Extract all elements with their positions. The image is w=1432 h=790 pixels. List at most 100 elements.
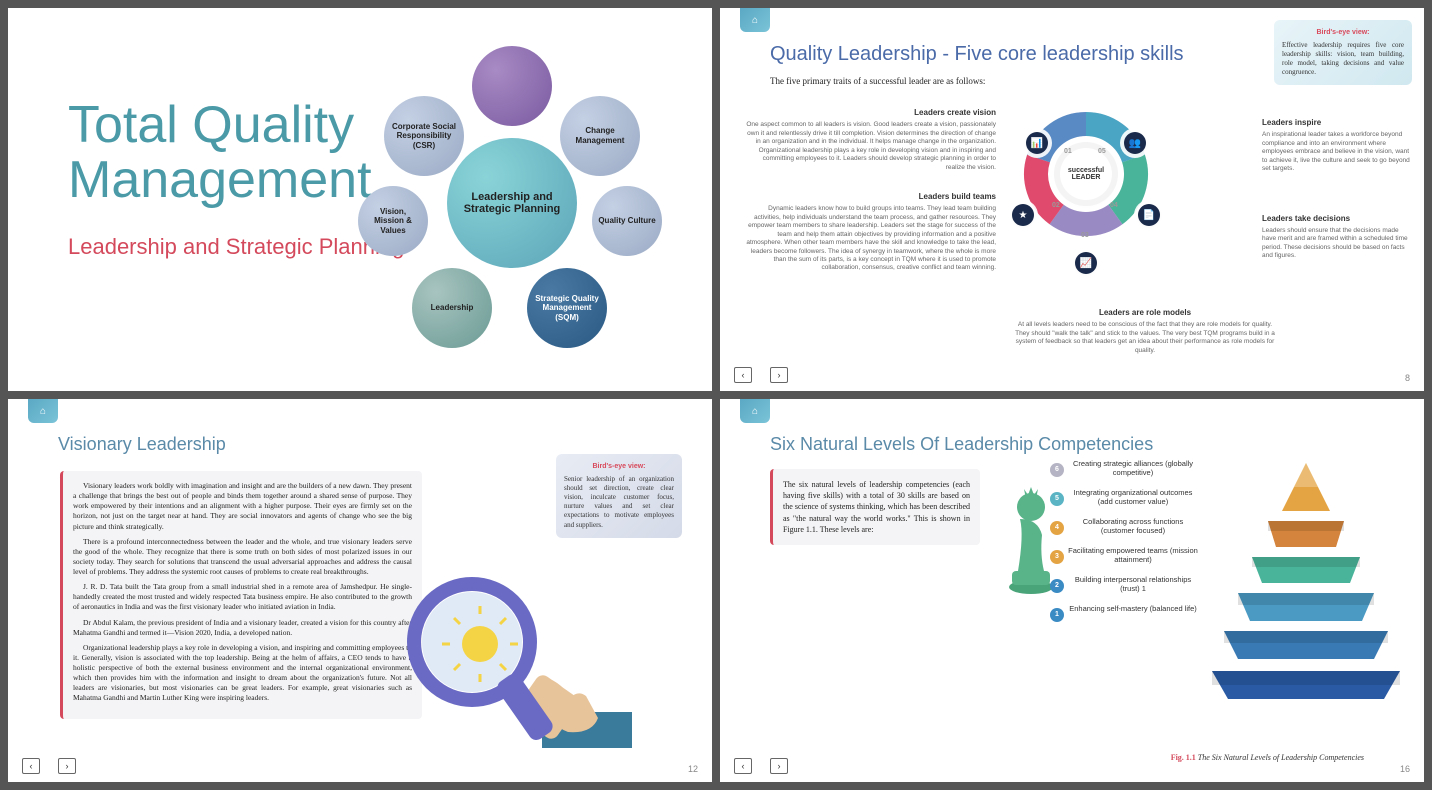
tier-1 xyxy=(1212,671,1400,699)
dc-bot: LEADER xyxy=(1072,174,1101,181)
bubble-diagram: Leadership and Strategic Planning Corpor… xyxy=(342,38,682,358)
bubble-vision: Vision, Mission & Values xyxy=(358,186,428,256)
t-rolemodel: At all levels leaders need to be conscio… xyxy=(1010,321,1280,355)
bubble-culture: Quality Culture xyxy=(592,186,662,256)
slide-2: ⌂ Quality Leadership - Five core leaders… xyxy=(720,8,1424,391)
level-3: 3Facilitating empowered teams (mission a… xyxy=(1068,546,1198,564)
label-2: Building interpersonal relationships (tr… xyxy=(1075,575,1191,593)
label-1: Enhancing self-mastery (balanced life) xyxy=(1069,604,1197,613)
slide-3: ⌂ Visionary Leadership Visionary leaders… xyxy=(8,399,712,782)
donut-chart: successful LEADER 📊 👥 ★ 📄 📈 01 05 02 04 … xyxy=(1016,104,1156,244)
t-teams: Dynamic leaders know how to build groups… xyxy=(744,205,996,273)
level-2: 2Building interpersonal relationships (t… xyxy=(1068,575,1198,593)
magnifier-illustration xyxy=(392,562,632,762)
bubble-change: Change Management xyxy=(560,96,640,176)
title-line1: Total Quality xyxy=(68,96,354,154)
next-button[interactable]: › xyxy=(770,367,788,383)
birds-eye-box: Bird's-eye view: Effective leadership re… xyxy=(1274,20,1412,85)
nav-arrows: ‹ › xyxy=(734,367,788,383)
box-text: Effective leadership requires five core … xyxy=(1282,41,1404,76)
num-2: 2 xyxy=(1050,579,1064,593)
h-rolemodel: Leaders are role models xyxy=(1010,308,1280,318)
right-column: Leaders inspire An inspirational leader … xyxy=(1262,118,1412,281)
tier-4 xyxy=(1252,557,1360,583)
num-02: 02 xyxy=(1052,202,1060,209)
num-05: 05 xyxy=(1098,148,1106,155)
tier-2 xyxy=(1224,631,1388,659)
label-3: Facilitating empowered teams (mission at… xyxy=(1068,546,1198,564)
num-03: 03 xyxy=(1081,232,1089,239)
level-4: 4Collaborating across functions (custome… xyxy=(1068,517,1198,535)
h-inspire: Leaders inspire xyxy=(1262,118,1412,128)
p1: Visionary leaders work boldly with imagi… xyxy=(73,481,412,532)
prev-button[interactable]: ‹ xyxy=(734,758,752,774)
main-title: Total Quality Management xyxy=(68,98,372,207)
prev-button[interactable]: ‹ xyxy=(734,367,752,383)
num-6: 6 xyxy=(1050,463,1064,477)
num-04: 04 xyxy=(1110,202,1118,209)
chart-icon: 📊 xyxy=(1026,132,1048,154)
h-teams: Leaders build teams xyxy=(744,192,996,202)
left-column: Leaders create vision One aspect common … xyxy=(744,108,996,293)
diagram-center: Leadership and Strategic Planning xyxy=(447,138,577,268)
label-4: Collaborating across functions (customer… xyxy=(1083,517,1183,535)
figure-caption: Fig. 1.1 The Six Natural Levels of Leade… xyxy=(1171,753,1364,762)
block-teams: Leaders build teams Dynamic leaders know… xyxy=(744,192,996,273)
t-inspire: An inspirational leader takes a workforc… xyxy=(1262,131,1412,173)
box-title: Bird's-eye view: xyxy=(1282,28,1404,37)
h-vision: Leaders create vision xyxy=(744,108,996,118)
seg-03 xyxy=(1057,215,1116,225)
seg-04 xyxy=(1115,159,1136,215)
caption-text: The Six Natural Levels of Leadership Com… xyxy=(1198,753,1364,762)
p5: Organizational leadership plays a key ro… xyxy=(73,643,412,704)
t-vision: One aspect common to all leaders is visi… xyxy=(744,121,996,172)
home-icon[interactable]: ⌂ xyxy=(740,399,770,423)
home-icon[interactable]: ⌂ xyxy=(28,399,58,423)
label-5: Integrating organizational outcomes (add… xyxy=(1074,488,1193,506)
label-6: Creating strategic alliances (globally c… xyxy=(1073,459,1193,477)
num-01: 01 xyxy=(1064,148,1072,155)
p3: J. R. D. Tata built the Tata group from … xyxy=(73,582,412,612)
prev-button[interactable]: ‹ xyxy=(22,758,40,774)
bubble-sqm: Strategic Quality Management (SQM) xyxy=(527,268,607,348)
birds-eye-box: Bird's-eye view: Senior leadership of an… xyxy=(556,454,682,538)
bubble-leadership: Leadership xyxy=(412,268,492,348)
body-text: Visionary leaders work boldly with imagi… xyxy=(60,471,422,719)
nav-arrows: ‹ › xyxy=(734,758,788,774)
box-title: Bird's-eye view: xyxy=(564,462,674,471)
slide4-text: The six natural levels of leadership com… xyxy=(770,469,980,545)
page-number: 16 xyxy=(1400,764,1410,774)
people-icon: 👥 xyxy=(1124,132,1146,154)
next-button[interactable]: › xyxy=(58,758,76,774)
tier-5 xyxy=(1268,521,1344,547)
star-icon: ★ xyxy=(1012,204,1034,226)
block-vision: Leaders create vision One aspect common … xyxy=(744,108,996,172)
slide-1: Total Quality Management Leadership and … xyxy=(8,8,712,391)
donut-center: successful LEADER xyxy=(1060,148,1112,200)
num-4: 4 xyxy=(1050,521,1064,535)
home-icon[interactable]: ⌂ xyxy=(740,8,770,32)
p4: Dr Abdul Kalam, the previous president o… xyxy=(73,618,412,638)
tier-3 xyxy=(1238,593,1374,621)
num-1: 1 xyxy=(1050,608,1064,622)
slide-grid: Total Quality Management Leadership and … xyxy=(8,8,1424,782)
title-line2: Management xyxy=(68,151,372,209)
level-6: 6Creating strategic alliances (globally … xyxy=(1068,459,1198,477)
slide2-title: Quality Leadership - Five core leadershi… xyxy=(770,43,1184,66)
box-text: Senior leadership of an organization sho… xyxy=(564,475,674,528)
t-decisions: Leaders should ensure that the decisions… xyxy=(1262,227,1412,261)
block-inspire: Leaders inspire An inspirational leader … xyxy=(1262,118,1412,174)
slide4-title: Six Natural Levels Of Leadership Compete… xyxy=(770,434,1153,455)
level-1: 1Enhancing self-mastery (balanced life) xyxy=(1068,604,1198,613)
page-number: 12 xyxy=(688,764,698,774)
trend-icon: 📈 xyxy=(1075,252,1097,274)
slide2-subtitle: The five primary traits of a successful … xyxy=(770,76,985,86)
nav-arrows: ‹ › xyxy=(22,758,76,774)
bubble-csr: Corporate Social Responsibility (CSR) xyxy=(384,96,464,176)
h-decisions: Leaders take decisions xyxy=(1262,214,1412,224)
chess-icon xyxy=(1006,475,1056,595)
page-number: 8 xyxy=(1405,373,1410,383)
doc-icon: 📄 xyxy=(1138,204,1160,226)
next-button[interactable]: › xyxy=(770,758,788,774)
slide3-title: Visionary Leadership xyxy=(58,434,226,455)
